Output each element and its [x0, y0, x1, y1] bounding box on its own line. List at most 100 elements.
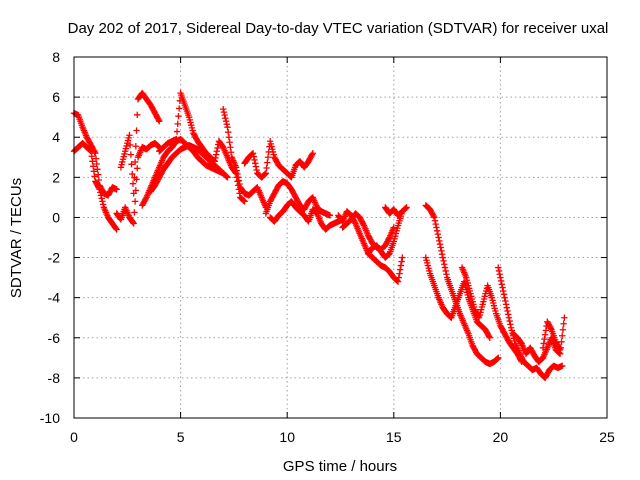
data-point-interp — [142, 195, 149, 202]
data-point-interp — [434, 230, 442, 238]
data-point-interp — [98, 195, 105, 202]
data-point-interp — [547, 325, 555, 332]
data-point — [113, 186, 120, 193]
data-point-interp — [222, 172, 230, 180]
data-point — [156, 117, 163, 125]
plot-frame — [73, 56, 608, 419]
data-point-interp — [556, 345, 563, 352]
data-point-interp — [441, 264, 449, 271]
data-point — [486, 334, 493, 341]
data-point-interp — [485, 333, 493, 340]
data-point-interp — [442, 267, 449, 275]
data-point — [309, 150, 316, 157]
data-point-interp — [261, 171, 268, 178]
data-point-interp — [227, 144, 234, 151]
data-point-interp — [501, 294, 508, 301]
data-point-interp — [91, 173, 98, 180]
data-point — [113, 226, 120, 233]
data-point-interp — [213, 148, 221, 155]
series-track-14 — [365, 204, 410, 261]
data-point-interp — [129, 170, 136, 178]
data-point-interp — [99, 198, 106, 205]
data-point-interp — [360, 220, 367, 228]
data-point — [435, 234, 442, 241]
data-point-interp — [225, 134, 233, 141]
data-point-interp — [131, 158, 139, 166]
data-point-interp — [559, 332, 566, 339]
data-point-interp — [542, 327, 550, 334]
data-point-interp — [500, 291, 508, 298]
data-point-interp — [385, 235, 393, 243]
data-point-interp — [496, 271, 503, 278]
data-point-interp — [398, 208, 405, 216]
data-point-interp — [507, 321, 514, 328]
data-point-interp — [308, 151, 316, 158]
data-point-interp — [397, 209, 405, 216]
data-point-interp — [233, 167, 240, 174]
data-point-interp — [396, 270, 403, 277]
data-point — [399, 254, 406, 261]
data-point-interp — [175, 105, 183, 112]
tick-layer: 0 5 10 15 20 25 -10 -8 -6 -4 -2 0 2 4 6 8 — [40, 49, 615, 445]
series-track-4 — [117, 89, 163, 197]
data-point — [495, 354, 502, 362]
data-point-interp — [129, 219, 137, 226]
series-track-21 — [539, 318, 564, 354]
data-point-interp — [560, 320, 567, 327]
y-tick-label: -2 — [48, 250, 61, 266]
data-point-interp — [432, 220, 439, 228]
data-point-interp — [506, 317, 513, 325]
data-point — [224, 123, 231, 131]
x-tick-label: 0 — [70, 429, 78, 445]
data-point — [539, 344, 547, 352]
data-point-interp — [253, 166, 260, 174]
data-point-interp — [236, 180, 243, 188]
series-track-12 — [335, 208, 406, 285]
y-tick-label: -10 — [40, 410, 60, 426]
data-point-interp — [495, 267, 503, 275]
data-point-interp — [239, 196, 247, 204]
data-point-interp — [212, 154, 219, 162]
data-point-interp — [90, 168, 98, 175]
data-point-interp — [264, 159, 271, 166]
data-point — [431, 214, 438, 221]
data-point-interp — [433, 224, 440, 231]
data-point — [326, 212, 334, 219]
data-point-interp — [93, 160, 100, 168]
x-tick-label: 15 — [386, 429, 402, 445]
series-track-9 — [241, 138, 316, 181]
data-point-interp — [227, 149, 235, 156]
x-tick-label: 20 — [493, 429, 509, 445]
data-point-interp — [128, 161, 135, 168]
data-point — [499, 284, 506, 291]
data-point — [439, 254, 447, 261]
data-point-interp — [402, 204, 410, 212]
data-point-interp — [504, 307, 511, 315]
data-point-interp — [89, 158, 96, 165]
data-point-interp — [234, 170, 241, 178]
data-point-interp — [440, 257, 447, 265]
data-point-interp — [505, 314, 513, 321]
data-point-interp — [505, 311, 512, 318]
x-tick-label: 25 — [599, 429, 615, 445]
data-point-interp — [500, 287, 507, 295]
data-point-interp — [437, 244, 444, 251]
data-point-interp — [497, 274, 504, 281]
data-point-interp — [91, 148, 98, 156]
data-point — [126, 132, 133, 139]
data-point-interp — [173, 128, 181, 135]
data-point-interp — [222, 117, 230, 125]
data-point-interp — [351, 218, 358, 226]
data-point-interp — [132, 143, 140, 150]
data-point — [399, 208, 406, 215]
data-point-interp — [99, 201, 107, 208]
data-point-interp — [235, 177, 243, 184]
data-point-interp — [558, 338, 565, 345]
y-tick-label: -4 — [48, 290, 61, 306]
y-tick-label: 0 — [52, 209, 60, 225]
data-point-interp — [502, 297, 509, 305]
data-point-interp — [131, 209, 138, 216]
data-point-interp — [223, 120, 230, 128]
data-point-interp — [88, 153, 95, 160]
